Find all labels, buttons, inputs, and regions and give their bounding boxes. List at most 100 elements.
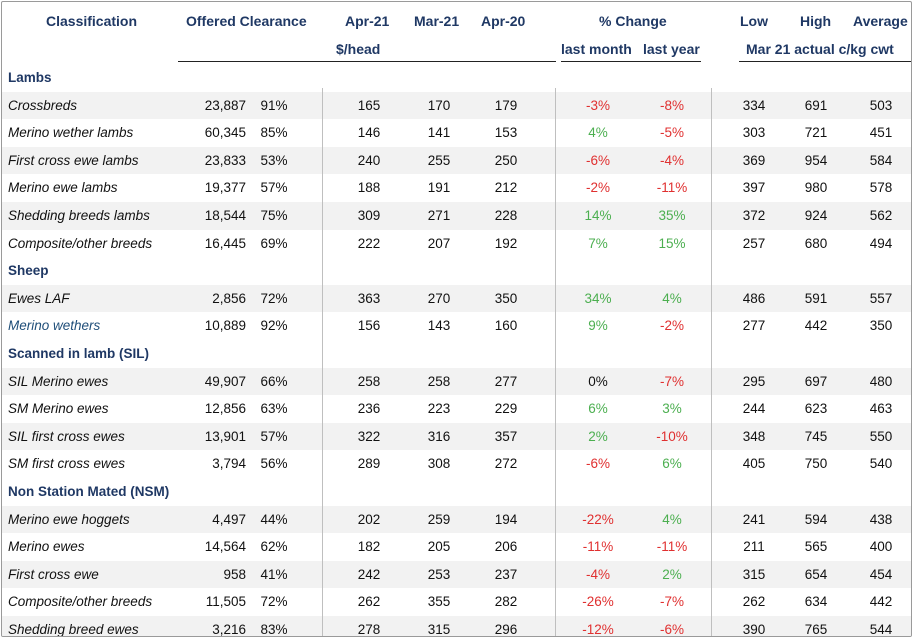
- average-cell: 557: [869, 290, 893, 306]
- low-cell: 334: [742, 97, 766, 113]
- offered-cell: 60,345: [204, 125, 246, 141]
- mar21-cell: 207: [427, 235, 451, 251]
- last-month-cell: 0%: [588, 373, 608, 389]
- last-month-cell: 7%: [588, 235, 608, 251]
- low-cell: 348: [742, 428, 766, 444]
- last-year-cell: -8%: [659, 97, 685, 113]
- clearance-cell: 57%: [260, 180, 288, 196]
- last-year-cell: 4%: [662, 511, 682, 527]
- high-cell: 623: [804, 401, 828, 417]
- apr21-cell: 278: [357, 622, 381, 637]
- header-rule-change: [561, 61, 701, 62]
- offered-cell: 11,505: [205, 594, 246, 610]
- mar21-cell: 170: [427, 97, 451, 113]
- apr20-cell: 153: [494, 125, 518, 141]
- row-label: Crossbreds: [8, 97, 78, 113]
- offered-cell: 2,856: [212, 290, 246, 306]
- high-cell: 634: [804, 594, 828, 610]
- row-label: Merino ewe lambs: [8, 180, 118, 196]
- row-label: First cross ewe lambs: [8, 152, 139, 168]
- offered-cell: 10,889: [204, 318, 246, 334]
- clearance-cell: 92%: [260, 318, 288, 334]
- table-row: Crossbreds 23,887 91% 165 170 179 -3% -8% 334 691…: [2, 91, 911, 120]
- section-header: Sheep: [2, 257, 911, 285]
- high-cell: 691: [804, 97, 828, 113]
- offered-cell: 16,445: [204, 235, 246, 251]
- last-month-cell: -4%: [585, 566, 611, 582]
- high-cell: 697: [804, 373, 828, 389]
- last-year-cell: 35%: [658, 208, 686, 223]
- apr20-cell: 357: [494, 428, 518, 444]
- apr20-cell: 277: [494, 373, 518, 389]
- header-low: Low: [740, 13, 768, 29]
- table-row: Merino ewe lambs 19,377 57% 188 191 212 -2% -11…: [2, 174, 911, 202]
- apr21-cell: 289: [357, 456, 381, 472]
- mar21-cell: 308: [427, 456, 451, 472]
- last-year-cell: 2%: [662, 566, 682, 582]
- apr21-cell: 322: [357, 428, 381, 444]
- apr20-cell: 194: [494, 511, 518, 527]
- last-year-cell: -10%: [656, 428, 688, 444]
- mar21-cell: 270: [427, 290, 451, 306]
- last-year-cell: -7%: [659, 594, 685, 610]
- table-row: SIL Merino ewes 49,907 66% 258 258 277 0% -7% 29…: [2, 367, 911, 396]
- average-cell: 550: [869, 428, 893, 444]
- high-cell: 591: [804, 290, 828, 306]
- mar21-cell: 316: [427, 428, 451, 444]
- last-month-cell: -3%: [585, 97, 611, 113]
- header-last-year: last year: [643, 41, 700, 57]
- mar21-cell: 223: [427, 401, 451, 417]
- apr20-cell: 206: [494, 539, 518, 555]
- header-average: Average: [853, 13, 908, 29]
- high-cell: 565: [804, 539, 828, 555]
- offered-cell: 19,377: [204, 180, 246, 196]
- header-mar21: Mar-21: [414, 13, 460, 29]
- section-header: Lambs: [2, 64, 911, 92]
- apr21-cell: 236: [357, 401, 381, 417]
- average-cell: 400: [869, 539, 893, 555]
- average-cell: 544: [869, 622, 893, 637]
- apr20-cell: 272: [494, 456, 518, 472]
- last-year-cell: 3%: [662, 401, 682, 417]
- table-row: SM first cross ewes 3,794 56% 289 308 272 -6% 6…: [2, 450, 911, 478]
- offered-cell: 958: [223, 566, 246, 582]
- low-cell: 303: [742, 125, 766, 141]
- header-apr20: Apr-20: [481, 13, 526, 29]
- mar21-cell: 141: [427, 125, 451, 141]
- row-label: Composite/other breeds: [8, 594, 153, 610]
- clearance-cell: 57%: [260, 428, 288, 444]
- header-mar21-actual: Mar 21 actual c/kg cwt: [746, 41, 894, 57]
- low-cell: 277: [742, 318, 766, 334]
- table-row: First cross ewe 958 41% 242 253 237 -4% 2% 315 65…: [2, 560, 911, 589]
- section-header: Scanned in lamb (SIL): [2, 340, 911, 368]
- row-label: Shedding breeds lambs: [8, 208, 150, 223]
- low-cell: 211: [743, 539, 765, 555]
- low-cell: 244: [742, 401, 766, 417]
- table-row: Merino wethers 10,889 92% 156 143 160 9% -2% 277…: [2, 312, 911, 340]
- apr21-cell: 156: [357, 318, 381, 334]
- high-cell: 680: [804, 235, 828, 251]
- apr20-cell: 212: [494, 180, 518, 196]
- last-month-cell: 34%: [584, 290, 612, 306]
- row-label: SIL first cross ewes: [8, 428, 125, 444]
- low-cell: 390: [742, 622, 766, 637]
- mar21-cell: 191: [427, 180, 451, 196]
- average-cell: 463: [869, 401, 893, 417]
- apr21-cell: 188: [357, 180, 381, 196]
- table-row: Merino ewe hoggets 4,497 44% 202 259 194 -22% 4…: [2, 505, 911, 534]
- clearance-cell: 69%: [260, 235, 288, 251]
- high-cell: 924: [804, 208, 828, 223]
- clearance-cell: 53%: [260, 152, 288, 168]
- last-year-cell: 4%: [662, 290, 682, 306]
- apr21-cell: 242: [357, 566, 381, 582]
- apr20-cell: 250: [494, 152, 518, 168]
- mar21-cell: 143: [427, 318, 451, 334]
- last-year-cell: 6%: [662, 456, 682, 472]
- clearance-cell: 85%: [260, 125, 288, 141]
- last-month-cell: 14%: [584, 208, 612, 223]
- mar21-cell: 258: [427, 373, 451, 389]
- clearance-cell: 44%: [260, 511, 288, 527]
- row-label: Merino ewe hoggets: [8, 511, 130, 527]
- offered-cell: 18,544: [204, 208, 246, 223]
- last-month-cell: -12%: [582, 622, 614, 637]
